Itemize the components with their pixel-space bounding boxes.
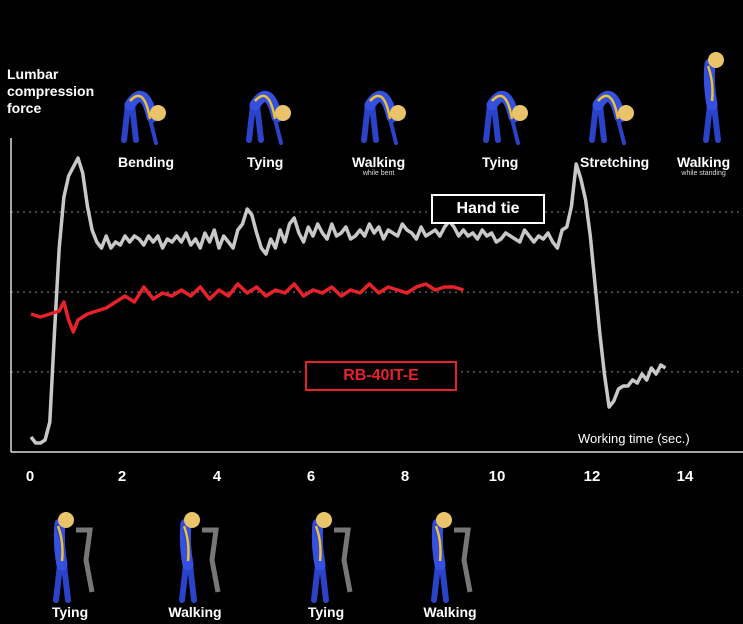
bottom-figure-0 bbox=[53, 512, 74, 603]
activity-tying-1: Tying bbox=[247, 154, 284, 170]
series-line-rb-40it-e bbox=[30, 282, 464, 334]
activity-bending: Bending bbox=[118, 154, 174, 170]
bottom-activity-tying-1: Tying bbox=[51, 604, 89, 620]
x-tick-4: 4 bbox=[212, 468, 222, 485]
cart-shape-1 bbox=[202, 527, 221, 593]
top-figures bbox=[121, 52, 724, 145]
series-line-hand-tie bbox=[29, 156, 667, 445]
legend-rb-40it-e: RB-40IT-E bbox=[305, 361, 457, 391]
x-tick-0: 0 bbox=[25, 468, 35, 485]
cart-shape-2 bbox=[334, 527, 353, 593]
bottom-figure-3 bbox=[431, 512, 452, 603]
y-axis-label: Lumbar compression force bbox=[7, 66, 95, 116]
bottom-figure-2 bbox=[311, 512, 332, 603]
cart-shape-0 bbox=[76, 527, 95, 593]
bottom-activity-walking-2: Walking bbox=[423, 604, 477, 620]
bottom-activity-tying-2: Tying bbox=[307, 604, 345, 620]
series-group bbox=[29, 156, 667, 445]
top-figure-2 bbox=[361, 91, 406, 145]
activity-walking-standing: Walking while standing bbox=[677, 154, 731, 177]
x-tick-6: 6 bbox=[306, 468, 316, 485]
cart-shape-3 bbox=[454, 527, 473, 593]
x-tick-2: 2 bbox=[117, 468, 127, 485]
activity-stretching: Stretching bbox=[580, 154, 650, 170]
top-figure-1 bbox=[246, 91, 291, 145]
bottom-activity-walking-1: Walking bbox=[168, 604, 222, 620]
top-figure-0 bbox=[121, 91, 166, 145]
x-tick-12: 12 bbox=[583, 468, 601, 485]
x-tick-8: 8 bbox=[400, 468, 410, 485]
x-axis-label: Working time (sec.) bbox=[578, 431, 690, 446]
top-figure-3 bbox=[483, 91, 528, 145]
legend-hand-tie: Hand tie bbox=[431, 194, 545, 224]
bottom-figure-1 bbox=[179, 512, 200, 603]
x-tick-10: 10 bbox=[488, 468, 506, 485]
top-figure-4 bbox=[589, 91, 634, 145]
bottom-figures bbox=[53, 512, 473, 603]
activity-walking-bent: Walking while bent bbox=[352, 154, 406, 177]
activity-tying-2: Tying bbox=[482, 154, 519, 170]
x-tick-14: 14 bbox=[676, 468, 694, 485]
top-figure-5 bbox=[703, 52, 724, 143]
